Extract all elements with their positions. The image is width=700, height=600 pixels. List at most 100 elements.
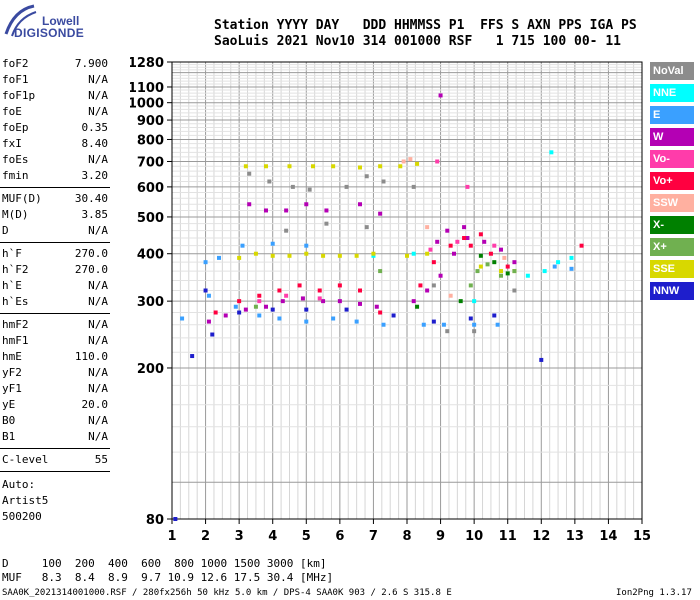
- point-sse: [311, 164, 315, 169]
- point-vo-: [428, 247, 433, 252]
- point-e: [304, 243, 309, 248]
- point-nne: [371, 253, 376, 258]
- point-noval: [431, 283, 436, 288]
- param-value: N/A: [88, 295, 108, 308]
- point-x-: [512, 269, 517, 274]
- y-tick-label: 300: [137, 295, 164, 310]
- param-row: foF1 N/A: [2, 72, 108, 88]
- point-w: [300, 296, 305, 301]
- param-row: foF2 7.900: [2, 56, 108, 72]
- point-nnw: [210, 332, 215, 337]
- point-w: [243, 307, 248, 312]
- param-value: N/A: [88, 334, 108, 347]
- point-vo-: [213, 310, 218, 315]
- point-w: [284, 208, 289, 213]
- point-w: [264, 304, 268, 309]
- param-row: fxI 8.40: [2, 136, 108, 152]
- y-tick-label: 600: [137, 181, 164, 196]
- param-name: M(D): [2, 208, 29, 221]
- point-w: [247, 202, 252, 207]
- point-vo-: [358, 288, 362, 293]
- point-w: [438, 93, 443, 98]
- param-row: D N/A: [2, 223, 108, 239]
- point-sse: [415, 161, 420, 166]
- point-vo-: [378, 310, 383, 315]
- param-value: N/A: [88, 105, 108, 118]
- param-name: hmE: [2, 350, 22, 363]
- param-row: MUF(D) 30.40: [2, 191, 108, 207]
- point-vo-: [257, 299, 262, 304]
- point-x-: [468, 283, 473, 288]
- point-noval: [324, 221, 329, 226]
- y-tick-label: 900: [137, 114, 164, 129]
- point-w: [482, 239, 487, 244]
- point-w: [264, 208, 268, 213]
- legend-item-sse: SSE: [650, 260, 694, 278]
- point-nnw: [431, 319, 436, 324]
- digisonde-logo-icon: [4, 4, 37, 37]
- header-row-values: SaoLuis 2021 Nov10 314 001000 RSF 1 715 …: [214, 34, 621, 49]
- param-name: yF1: [2, 382, 22, 395]
- point-e: [354, 319, 359, 324]
- param-row: h`F2 270.0: [2, 262, 108, 278]
- point-x-: [485, 262, 490, 267]
- point-sse: [371, 251, 376, 256]
- point-noval: [267, 179, 272, 184]
- point-w: [358, 202, 362, 207]
- param-name: fmin: [2, 169, 29, 182]
- point-ssw: [425, 225, 430, 230]
- point-e: [203, 260, 208, 265]
- param-name: MUF(D): [2, 192, 42, 205]
- point-e: [472, 322, 477, 327]
- autoscaling-note: Artist5: [2, 494, 49, 507]
- param-row: h`Es N/A: [2, 294, 108, 310]
- param-name: foEp: [2, 121, 29, 134]
- param-row: C-level 55: [2, 452, 108, 468]
- param-row: foE N/A: [2, 104, 108, 120]
- legend-item-w: W: [650, 128, 694, 146]
- point-vo-: [492, 243, 497, 248]
- footer-version: Ion2Png 1.3.17: [616, 588, 692, 598]
- legend-item-nne: NNE: [650, 84, 694, 102]
- y-tick-label: 800: [137, 133, 164, 148]
- y-tick-label: 500: [137, 211, 164, 226]
- point-e: [421, 322, 426, 327]
- point-noval: [284, 228, 289, 233]
- point-sse: [499, 269, 503, 274]
- point-e: [304, 319, 309, 324]
- y-tick-label: 80: [146, 513, 164, 528]
- param-name: foF1: [2, 73, 29, 86]
- param-name: foF1p: [2, 89, 36, 102]
- x-tick-label: 3: [235, 529, 244, 544]
- param-divider: [0, 313, 110, 314]
- point-sse: [321, 253, 326, 258]
- param-value: N/A: [88, 414, 108, 427]
- point-vo-: [337, 283, 342, 288]
- point-sse: [304, 251, 309, 256]
- param-value: 270.0: [74, 263, 108, 276]
- point-vo-: [237, 299, 242, 304]
- param-row: hmF2 N/A: [2, 317, 108, 333]
- param-name: h`Es: [2, 295, 29, 308]
- point-e: [277, 316, 282, 321]
- param-value: 20.0: [81, 398, 109, 411]
- point-noval: [512, 288, 517, 293]
- param-value: N/A: [88, 366, 108, 379]
- point-nnw: [270, 307, 275, 312]
- point-nnw: [304, 307, 309, 312]
- point-noval: [364, 174, 369, 179]
- point-ssw: [401, 159, 406, 164]
- point-noval: [411, 184, 416, 189]
- point-w: [358, 301, 362, 306]
- point-x-: [505, 271, 510, 276]
- footer-muf-row: MUF 8.3 8.4 8.9 9.7 10.9 12.6 17.5 30.4 …: [2, 571, 334, 584]
- y-tick-label: 400: [137, 248, 164, 263]
- param-row: hmE 110.0: [2, 349, 108, 365]
- point-vo-: [431, 260, 436, 265]
- param-row: yE 20.0: [2, 397, 108, 413]
- point-noval: [381, 179, 386, 184]
- legend-item-noval: NoVal: [650, 62, 694, 80]
- param-row: B1 N/A: [2, 429, 108, 445]
- y-tick-label: 200: [137, 362, 164, 377]
- param-row: hmF1 N/A: [2, 333, 108, 349]
